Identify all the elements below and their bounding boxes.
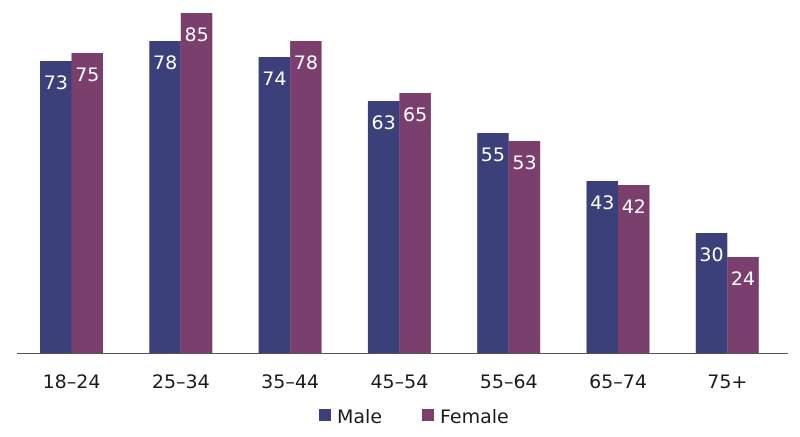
bar-female-0 bbox=[71, 53, 103, 353]
bar-female-2 bbox=[290, 41, 322, 353]
data-label-male-0: 73 bbox=[44, 72, 68, 94]
x-tick-label-6: 75+ bbox=[707, 371, 747, 393]
data-label-female-2: 78 bbox=[294, 52, 318, 74]
bar-male-3 bbox=[367, 101, 400, 353]
bar-female-6 bbox=[727, 257, 759, 353]
data-label-male-3: 63 bbox=[372, 112, 396, 134]
legend-label-male: Male bbox=[337, 406, 382, 428]
legend-swatch-female bbox=[422, 409, 434, 421]
bar-male-6 bbox=[695, 233, 728, 353]
bar-female-1 bbox=[180, 13, 213, 353]
bar-male-2 bbox=[258, 57, 291, 353]
legend: Male Female bbox=[319, 406, 509, 428]
data-label-female-5: 42 bbox=[622, 196, 646, 218]
x-tick-label-4: 55–64 bbox=[480, 371, 538, 393]
legend-swatch-male bbox=[319, 409, 331, 421]
bar-male-1 bbox=[149, 41, 181, 353]
x-tick-label-0: 18–24 bbox=[43, 371, 101, 393]
bars-group bbox=[40, 13, 759, 353]
x-tick-label-1: 25–34 bbox=[152, 371, 210, 393]
data-label-male-5: 43 bbox=[590, 192, 614, 214]
legend-label-female: Female bbox=[440, 406, 509, 428]
data-label-male-4: 55 bbox=[481, 144, 505, 166]
x-tick-label-2: 35–44 bbox=[261, 371, 319, 393]
bar-female-4 bbox=[508, 141, 541, 353]
data-label-female-6: 24 bbox=[731, 268, 755, 290]
x-tick-labels: 18–24 25–34 35–44 45–54 55–64 65–74 75+ bbox=[43, 371, 748, 393]
data-label-female-4: 53 bbox=[512, 152, 536, 174]
data-label-male-2: 74 bbox=[262, 68, 286, 90]
data-label-female-1: 85 bbox=[185, 24, 209, 46]
bar-male-5 bbox=[586, 181, 618, 353]
data-label-female-0: 75 bbox=[75, 64, 99, 86]
x-tick-label-3: 45–54 bbox=[370, 371, 428, 393]
data-label-female-3: 65 bbox=[403, 104, 427, 126]
data-label-male-1: 78 bbox=[153, 52, 177, 74]
bar-female-3 bbox=[399, 93, 431, 353]
bar-female-5 bbox=[618, 185, 650, 353]
bar-male-0 bbox=[40, 61, 72, 353]
data-label-male-6: 30 bbox=[699, 244, 723, 266]
bar-male-4 bbox=[477, 133, 509, 353]
bar-labels-group: 73 75 78 85 74 78 63 65 55 53 43 42 30 24 bbox=[44, 24, 755, 290]
x-tick-label-5: 65–74 bbox=[589, 371, 647, 393]
